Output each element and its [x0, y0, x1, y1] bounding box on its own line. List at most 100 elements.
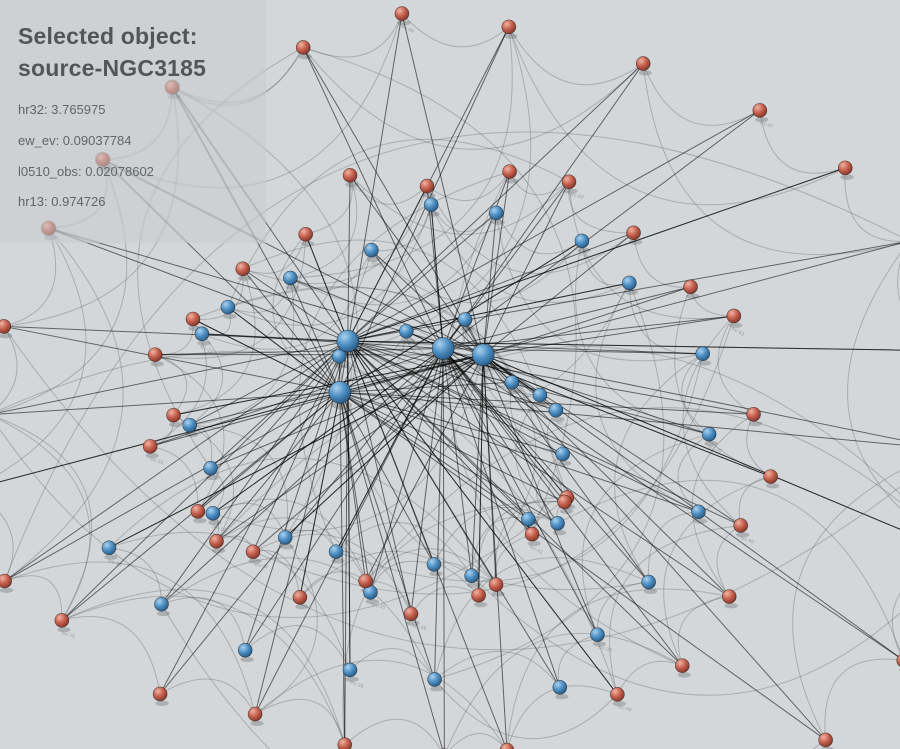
node-source[interactable]: [102, 541, 116, 555]
graph-arc: [691, 287, 734, 316]
node-target[interactable]: [153, 687, 167, 701]
node-target[interactable]: [167, 408, 181, 422]
node-source[interactable]: [399, 324, 413, 338]
node-target[interactable]: [299, 227, 313, 241]
node-source[interactable]: [283, 271, 297, 285]
node-source[interactable]: [551, 516, 565, 530]
graph-arc: [0, 228, 86, 489]
node-source[interactable]: [622, 276, 636, 290]
node-target[interactable]: [838, 161, 852, 175]
node-source[interactable]: [329, 545, 343, 559]
node-target[interactable]: [472, 588, 486, 602]
node-target[interactable]: [764, 469, 778, 483]
node-target[interactable]: [747, 407, 761, 421]
node-source[interactable]: [364, 243, 378, 257]
node-source[interactable]: [428, 672, 442, 686]
node-target[interactable]: [236, 262, 250, 276]
node-source[interactable]: [221, 300, 235, 314]
node-target[interactable]: [610, 687, 624, 701]
graph-arc: [0, 326, 17, 414]
node-source[interactable]: [458, 313, 472, 327]
node-target[interactable]: [55, 613, 69, 627]
graph-arc: [760, 110, 845, 173]
node-source[interactable]: [556, 447, 570, 461]
node-target[interactable]: [734, 518, 748, 532]
panel-title-line1: Selected object:: [18, 22, 256, 52]
graph-edge: [5, 341, 348, 581]
node-target[interactable]: [558, 495, 572, 509]
node-target[interactable]: [562, 175, 576, 189]
node-source[interactable]: [642, 575, 656, 589]
node-source[interactable]: [427, 557, 441, 571]
graph-arc: [336, 522, 472, 575]
node-target[interactable]: [503, 165, 517, 179]
node-label: src-78: [0, 424, 1, 436]
node-source[interactable]: [204, 461, 218, 475]
node-source[interactable]: [432, 337, 454, 359]
node-target[interactable]: [246, 545, 260, 559]
node-source[interactable]: [206, 506, 220, 520]
node-source[interactable]: [553, 680, 567, 694]
node-target[interactable]: [420, 179, 434, 193]
node-source[interactable]: [337, 330, 359, 352]
node-target[interactable]: [684, 280, 698, 294]
graph-arc: [193, 269, 243, 320]
node-target[interactable]: [727, 309, 741, 323]
node-source[interactable]: [696, 347, 710, 361]
node-source[interactable]: [691, 505, 705, 519]
node-target[interactable]: [627, 226, 641, 240]
node-target[interactable]: [359, 574, 373, 588]
node-source[interactable]: [424, 198, 438, 212]
node-target[interactable]: [502, 20, 516, 34]
node-target[interactable]: [343, 168, 357, 182]
node-target[interactable]: [338, 738, 352, 749]
node-label: src-51: [149, 456, 164, 466]
node-source[interactable]: [465, 569, 479, 583]
node-source[interactable]: [183, 418, 197, 432]
node-target[interactable]: [636, 57, 650, 71]
info-row: hr32: 3.765975: [18, 102, 256, 119]
node-target[interactable]: [0, 574, 12, 588]
node-source[interactable]: [238, 643, 252, 657]
node-target[interactable]: [0, 319, 11, 333]
node-source[interactable]: [533, 388, 547, 402]
node-source[interactable]: [329, 381, 351, 403]
node-label: src-48: [253, 561, 268, 570]
graph-edge: [348, 233, 634, 341]
node-target[interactable]: [753, 103, 767, 117]
node-source[interactable]: [521, 512, 535, 526]
node-target[interactable]: [296, 40, 310, 54]
node-target[interactable]: [148, 348, 162, 362]
node-source[interactable]: [575, 234, 589, 248]
node-source[interactable]: [590, 628, 604, 642]
node-source[interactable]: [702, 427, 716, 441]
node-source[interactable]: [195, 327, 209, 341]
graph-arc: [0, 490, 13, 581]
info-panel: Selected object: source-NGC3185 hr32: 3.…: [0, 0, 266, 243]
node-source[interactable]: [505, 375, 519, 389]
node-target[interactable]: [143, 439, 157, 453]
node-target[interactable]: [675, 659, 689, 673]
node-target[interactable]: [186, 312, 200, 326]
node-target[interactable]: [489, 578, 503, 592]
node-target[interactable]: [525, 527, 539, 541]
node-label: src-84: [400, 23, 415, 34]
node-target[interactable]: [210, 534, 224, 548]
node-target[interactable]: [819, 733, 833, 747]
panel-title-line2: source-NGC3185: [18, 54, 256, 84]
node-source[interactable]: [489, 206, 503, 220]
node-target[interactable]: [293, 590, 307, 604]
node-source[interactable]: [343, 663, 357, 677]
node-source[interactable]: [549, 403, 563, 417]
graph-arc: [615, 354, 703, 582]
node-target[interactable]: [404, 607, 418, 621]
node-source[interactable]: [472, 344, 494, 366]
node-target[interactable]: [722, 590, 736, 604]
node-target[interactable]: [248, 707, 262, 721]
node-source[interactable]: [278, 530, 292, 544]
node-source[interactable]: [155, 597, 169, 611]
graph-edge: [4, 326, 340, 392]
graph-arc: [350, 648, 435, 679]
node-target[interactable]: [395, 7, 409, 21]
node-target[interactable]: [191, 504, 205, 518]
